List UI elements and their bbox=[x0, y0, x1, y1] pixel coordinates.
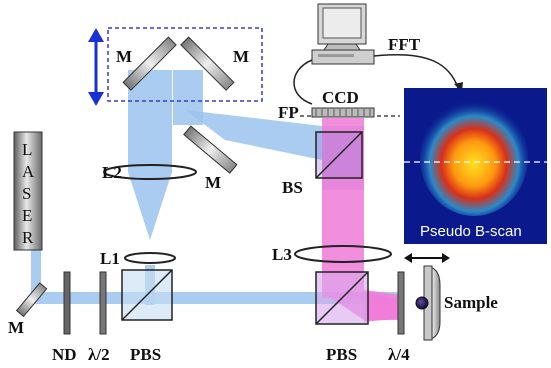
pbs-left bbox=[121, 269, 173, 321]
translation-stage-box bbox=[107, 27, 263, 102]
label-quarter-wave: λ/4 bbox=[388, 345, 410, 364]
label-fp: FP bbox=[278, 103, 299, 122]
label-fft: FFT bbox=[388, 35, 421, 54]
pbs-right bbox=[315, 271, 369, 325]
lens-l1 bbox=[124, 252, 176, 264]
pseudo-bscan-image bbox=[404, 88, 547, 244]
label-mirror-top-right: M bbox=[233, 47, 249, 66]
lens-l2 bbox=[103, 164, 197, 180]
mirror-mid bbox=[183, 125, 238, 174]
mirror-top-left bbox=[122, 36, 177, 91]
label-bs: BS bbox=[282, 178, 303, 197]
mirror-bottom-left bbox=[15, 282, 48, 318]
label-ccd: CCD bbox=[322, 88, 359, 107]
fft-arrow bbox=[373, 53, 459, 89]
label-laser-1: L bbox=[22, 140, 32, 159]
label-l1: L1 bbox=[100, 249, 120, 268]
lens-l3 bbox=[294, 245, 392, 263]
label-mirror-bottom-left: M bbox=[8, 318, 24, 337]
ccd-camera bbox=[311, 107, 375, 118]
double-arrow-icon bbox=[88, 28, 104, 106]
beam-splitter bbox=[315, 131, 363, 179]
label-sample: Sample bbox=[444, 293, 498, 312]
sample-dot bbox=[415, 296, 429, 310]
label-half-wave: λ/2 bbox=[88, 345, 110, 364]
mirror-top-right bbox=[180, 36, 235, 91]
label-laser-2: A bbox=[22, 162, 35, 181]
computer-monitor-icon bbox=[311, 3, 375, 65]
laser-source bbox=[13, 131, 43, 251]
label-pseudo-bscan: Pseudo B-scan bbox=[420, 223, 522, 240]
label-pbs-left: PBS bbox=[130, 345, 161, 364]
label-l2: L2 bbox=[102, 163, 122, 182]
sample-translation-arrow bbox=[404, 253, 450, 263]
nd-filter bbox=[63, 271, 71, 335]
sample-holder bbox=[415, 265, 441, 341]
label-laser-5: R bbox=[22, 228, 34, 247]
label-l3: L3 bbox=[272, 245, 292, 264]
half-wave-plate bbox=[99, 271, 107, 335]
label-nd: ND bbox=[52, 345, 77, 364]
quarter-wave-plate bbox=[397, 271, 405, 335]
label-laser-4: E bbox=[22, 206, 32, 225]
label-mirror-top-left: M bbox=[116, 47, 132, 66]
label-mirror-mid: M bbox=[205, 173, 221, 192]
label-pbs-right: PBS bbox=[326, 345, 357, 364]
label-laser-3: S bbox=[22, 184, 31, 203]
signal-beam bbox=[322, 118, 402, 322]
cable bbox=[293, 59, 313, 105]
